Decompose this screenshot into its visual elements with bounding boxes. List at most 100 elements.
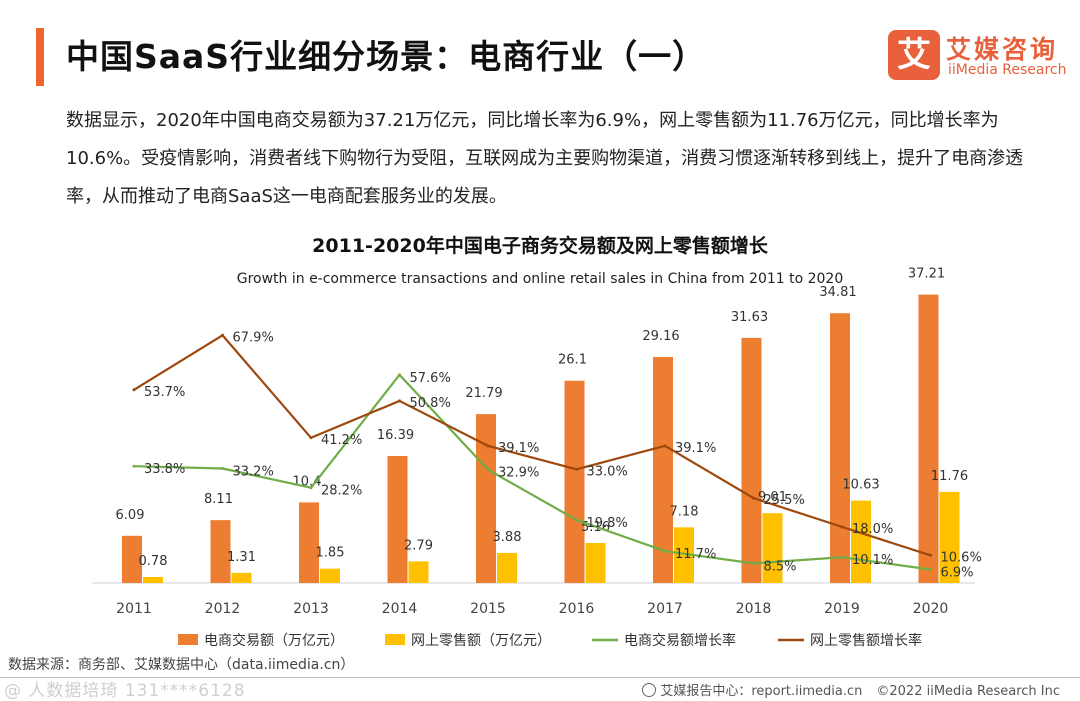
- ecommerce-growth-point-2012: [221, 467, 224, 471]
- bar-retail-2012: [231, 572, 252, 583]
- ecommerce-growth-label-2016: 19.8%: [587, 516, 628, 531]
- ecommerce-growth-label-2012: 33.2%: [233, 465, 274, 480]
- retail-growth-label-2017: 39.1%: [675, 441, 716, 456]
- retail-growth-point-2014: [398, 399, 401, 403]
- bar-retail-label-2020: 11.76: [931, 469, 968, 484]
- bar-retail-2015: [497, 552, 517, 583]
- report-center-link[interactable]: 艾媒报告中心：report.iimedia.cn: [660, 684, 863, 699]
- ecommerce-growth-line: [133, 373, 931, 571]
- bar-ecommerce-2011: [122, 535, 142, 583]
- bar-retail-2013: [320, 568, 340, 583]
- retail-growth-line: [133, 334, 931, 557]
- x-tick-label-2017: 2017: [647, 601, 683, 617]
- x-tick-label-2012: 2012: [205, 601, 241, 617]
- title-accent-bar: [36, 28, 44, 86]
- copyright: ©2022 iiMedia Research Inc: [876, 684, 1060, 699]
- ecommerce-growth-label-2014: 57.6%: [410, 371, 451, 386]
- bar-ecommerce-2012: [210, 520, 231, 583]
- bar-retail-label-2014: 2.79: [404, 538, 433, 553]
- x-tick-label-2019: 2019: [824, 601, 860, 617]
- legend-retail-label: 网上零售额（万亿元）: [411, 633, 551, 649]
- retail-growth-point-2013: [309, 436, 313, 440]
- ecommerce-growth-point-2020: [929, 568, 932, 572]
- retail-growth-point-2015: [486, 444, 490, 448]
- retail-growth-point-2012: [221, 333, 224, 337]
- legend-ecommerce-swatch: [178, 634, 198, 645]
- ecommerce-growth-point-2014: [398, 373, 401, 377]
- ecommerce-growth-label-2013: 28.2%: [321, 484, 362, 499]
- legend-retail-swatch: [385, 634, 405, 645]
- x-tick-label-2020: 2020: [913, 601, 949, 617]
- chart-title: 2011-2020年中国电子商务交易额及网上零售额增长: [312, 234, 769, 257]
- footer-divider: [0, 677, 1080, 678]
- bar-ecommerce-label-2019: 34.81: [819, 285, 856, 300]
- bar-ecommerce-2014: [387, 455, 408, 583]
- bar-ecommerce-label-2011: 6.09: [116, 508, 145, 523]
- bar-retail-label-2013: 1.85: [316, 546, 345, 561]
- retail-growth-label-2019: 18.0%: [852, 522, 893, 537]
- legend-retail-growth-label: 网上零售额增长率: [810, 632, 922, 649]
- ecommerce-growth-point-2016: [575, 518, 578, 522]
- bar-retail-label-2019: 10.63: [842, 478, 879, 493]
- bar-ecommerce-2017: [653, 357, 673, 583]
- watermark: @ 人数据培琦 131****6128: [4, 681, 246, 701]
- x-tick-label-2011: 2011: [116, 601, 152, 617]
- x-tick-label-2016: 2016: [559, 601, 595, 617]
- x-tick-label-2018: 2018: [736, 601, 772, 617]
- bar-retail-2020: [939, 491, 960, 583]
- bar-ecommerce-2015: [476, 414, 496, 583]
- ecommerce-growth-point-2018: [752, 561, 755, 565]
- globe-icon: [642, 683, 657, 697]
- retail-growth-label-2011: 53.7%: [144, 385, 185, 400]
- chart-subtitle: Growth in e-commerce transactions and on…: [237, 271, 844, 287]
- retail-growth-label-2014: 50.8%: [410, 396, 451, 411]
- ecommerce-growth-point-2017: [663, 549, 667, 553]
- retail-growth-label-2012: 67.9%: [233, 330, 274, 345]
- retail-growth-point-2018: [752, 496, 755, 500]
- ecommerce-growth-label-2018: 8.5%: [764, 559, 797, 574]
- bar-retail-2017: [674, 527, 694, 583]
- bar-ecommerce-label-2020: 37.21: [908, 267, 945, 282]
- retail-growth-point-2017: [663, 444, 667, 448]
- bar-retail-2014: [408, 561, 429, 583]
- bar-retail-2016: [585, 543, 606, 583]
- ecommerce-growth-label-2015: 32.9%: [498, 466, 539, 481]
- retail-growth-label-2013: 41.2%: [321, 433, 362, 448]
- bar-ecommerce-label-2012: 8.11: [204, 492, 233, 507]
- bar-retail-2019: [851, 500, 871, 583]
- data-source: 数据来源：商务部、艾媒数据中心（data.iimedia.cn）: [8, 657, 355, 673]
- logo-mark: 艾: [888, 30, 940, 80]
- retail-growth-label-2016: 33.0%: [587, 464, 628, 479]
- bar-ecommerce-label-2014: 16.39: [377, 428, 414, 443]
- retail-growth-point-2011: [132, 388, 136, 392]
- x-tick-label-2015: 2015: [470, 601, 506, 617]
- bar-retail-label-2012: 1.31: [227, 550, 256, 565]
- ecommerce-growth-point-2015: [486, 468, 490, 472]
- bar-ecommerce-2013: [299, 502, 319, 583]
- ecommerce-growth-label-2019: 10.1%: [852, 553, 893, 568]
- bar-ecommerce-2020: [918, 294, 939, 583]
- bar-ecommerce-label-2018: 31.63: [731, 310, 768, 325]
- bar-retail-label-2011: 0.78: [139, 554, 168, 569]
- bar-retail-2018: [762, 513, 783, 583]
- footer: 艾媒报告中心：report.iimedia.cn ©2022 iiMedia Re…: [642, 680, 1060, 699]
- ecommerce-growth-point-2011: [132, 464, 136, 468]
- legend-ecommerce-growth-label: 电商交易额增长率: [624, 632, 736, 649]
- bar-ecommerce-2019: [830, 313, 850, 583]
- retail-growth-point-2016: [575, 467, 578, 471]
- logo-cn-text: 艾媒咨询: [946, 35, 1059, 64]
- ecommerce-growth-label-2011: 33.8%: [144, 462, 185, 477]
- x-tick-label-2013: 2013: [293, 601, 329, 617]
- bar-ecommerce-2018: [741, 337, 762, 583]
- x-tick-label-2014: 2014: [382, 601, 418, 617]
- retail-growth-point-2019: [840, 525, 844, 529]
- logo-en-text: iiMedia Research: [948, 62, 1067, 78]
- iimedia-logo: 艾 艾媒咨询 iiMedia Research: [888, 30, 1068, 82]
- retail-growth-point-2020: [929, 553, 932, 557]
- legend-ecommerce-label: 电商交易额（万亿元）: [204, 632, 344, 649]
- intro-paragraph: 数据显示，2020年中国电商交易额为37.21万亿元，同比增长率为6.9%，网上…: [66, 110, 1024, 207]
- retail-growth-label-2018: 25.5%: [764, 493, 805, 508]
- bar-retail-label-2017: 7.18: [670, 504, 699, 519]
- bar-ecommerce-label-2017: 29.16: [642, 329, 679, 344]
